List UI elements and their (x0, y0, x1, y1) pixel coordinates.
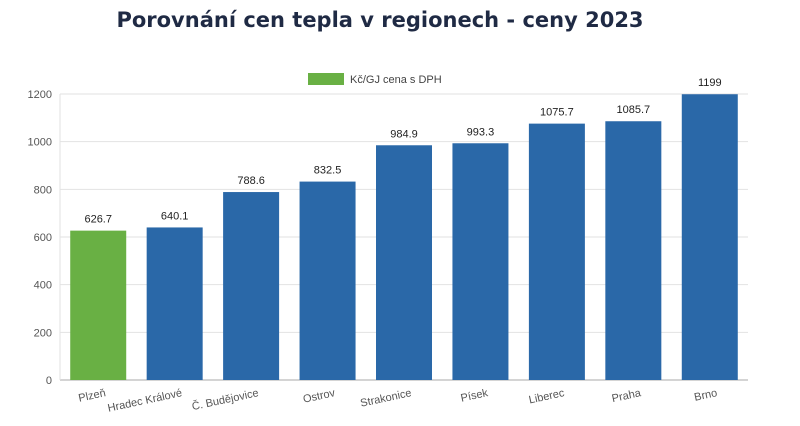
data-label: 832.5 (314, 165, 342, 177)
x-tick-label: Brno (693, 387, 718, 404)
x-tick-label: Liberec (528, 387, 566, 406)
data-label: 1199 (698, 77, 722, 89)
data-label: 984.9 (390, 128, 418, 140)
y-tick-label: 800 (34, 184, 52, 196)
legend-label: Kč/GJ cena s DPH (350, 74, 442, 86)
y-tick-label: 600 (34, 232, 52, 244)
y-tick-label: 400 (34, 280, 52, 292)
bar (376, 145, 432, 380)
bar (223, 192, 280, 380)
bar (70, 230, 127, 380)
x-tick-label: Praha (611, 387, 643, 405)
data-label: 626.7 (84, 214, 112, 226)
bar (146, 227, 203, 380)
x-tick-label: Hradec Králové (107, 387, 184, 415)
y-tick-label: 1200 (28, 89, 52, 101)
data-label: 1075.7 (540, 107, 574, 119)
data-label: 788.6 (237, 175, 265, 187)
y-tick-label: 0 (46, 375, 52, 387)
x-tick-label: Č. Budějovice (191, 386, 260, 413)
data-label: 640.1 (161, 210, 189, 222)
data-label: 1085.7 (617, 104, 651, 116)
y-tick-label: 1000 (28, 137, 52, 149)
x-tick-label: Strakonice (359, 387, 412, 410)
data-label: 993.3 (467, 126, 495, 138)
bar (681, 94, 738, 380)
x-tick-label: Ostrov (302, 387, 337, 406)
legend-swatch (308, 73, 344, 85)
x-tick-label: Písek (460, 387, 490, 405)
bar (528, 123, 585, 381)
bar (299, 181, 356, 380)
x-tick-label: Plzeň (77, 387, 106, 404)
bar (605, 121, 662, 380)
bar (452, 143, 509, 380)
chart-title: Porovnání cen tepla v regionech - ceny 2… (116, 8, 644, 32)
y-tick-label: 200 (34, 327, 52, 339)
